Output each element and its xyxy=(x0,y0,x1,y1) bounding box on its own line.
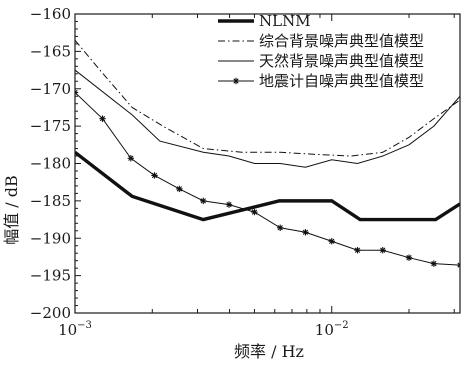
y-tick-label: −165 xyxy=(30,42,71,60)
series-3 xyxy=(75,69,460,168)
star-stroke xyxy=(406,255,412,261)
star-stroke xyxy=(277,225,283,231)
y-tick-label: −160 xyxy=(30,5,71,23)
x-tick-label: 10−3 xyxy=(58,320,92,339)
y-tick-label: −175 xyxy=(30,117,71,135)
star-stroke xyxy=(176,186,183,192)
star-stroke xyxy=(128,155,134,161)
legend-item: 综合背景噪声典型值模型 xyxy=(218,32,424,50)
series-line xyxy=(75,69,460,168)
y-tick-label: −195 xyxy=(30,267,71,285)
data-point xyxy=(456,261,460,269)
data-point xyxy=(75,89,79,96)
star-stroke xyxy=(302,229,309,235)
data-point xyxy=(430,260,438,267)
x-tick-label: 10−2 xyxy=(315,320,349,339)
y-tick-label: −180 xyxy=(30,155,71,173)
plot-lines xyxy=(75,39,460,269)
star-stroke xyxy=(329,238,335,244)
star-stroke xyxy=(431,261,437,267)
y-tick-label: −190 xyxy=(30,229,71,247)
x-axis-title: 频率 / Hz xyxy=(234,342,304,361)
series-line xyxy=(75,92,460,266)
legend-label: 地震计自噪声典型值模型 xyxy=(259,72,424,90)
data-point xyxy=(225,201,233,208)
y-tick-label: −200 xyxy=(30,304,71,322)
data-point xyxy=(277,224,284,231)
data-point xyxy=(176,185,183,193)
series-2 xyxy=(75,39,460,157)
legend-item: 地震计自噪声典型值模型 xyxy=(218,72,424,90)
star-stroke xyxy=(151,172,158,179)
y-tick-label: −185 xyxy=(30,192,71,210)
y-axis-title: 幅值 / dB xyxy=(2,175,21,245)
star-stroke xyxy=(457,264,460,268)
x-tick-base: 10 xyxy=(315,321,334,339)
star-stroke xyxy=(75,91,78,96)
legend-label: NLNM xyxy=(259,12,311,30)
data-point xyxy=(405,254,413,261)
star-stroke xyxy=(354,247,361,253)
legend-item: 天然背景噪声典型值模型 xyxy=(218,52,424,70)
star-stroke xyxy=(380,247,386,253)
data-point xyxy=(302,229,309,236)
data-point xyxy=(354,247,361,254)
tick-labels: −160−165−170−175−180−185−190−195−20010−3… xyxy=(30,5,349,339)
star-stroke xyxy=(226,201,232,208)
data-point xyxy=(328,238,335,245)
data-point xyxy=(200,197,207,205)
series-4 xyxy=(75,89,460,269)
series-line xyxy=(75,150,460,222)
data-point xyxy=(127,155,135,162)
data-point xyxy=(151,172,158,179)
y-tick-label: −170 xyxy=(30,80,71,98)
star-stroke xyxy=(200,198,206,204)
star-stroke xyxy=(99,115,106,122)
x-tick-base: 10 xyxy=(58,321,77,339)
data-point xyxy=(379,247,386,254)
data-point xyxy=(251,208,258,216)
star-stroke xyxy=(251,209,258,215)
legend-label: 天然背景噪声典型值模型 xyxy=(259,52,424,70)
star-stroke xyxy=(457,262,460,266)
x-tick-exponent: −2 xyxy=(334,320,349,331)
star-stroke xyxy=(233,78,239,84)
series-line xyxy=(75,39,460,157)
data-point xyxy=(99,115,106,122)
legend-marker xyxy=(232,77,240,85)
ticks xyxy=(74,13,455,314)
x-tick-exponent: −3 xyxy=(77,320,92,331)
legend-item: NLNM xyxy=(218,12,311,30)
star-stroke xyxy=(75,89,78,94)
series-1 xyxy=(75,150,460,222)
legend-label: 综合背景噪声典型值模型 xyxy=(259,32,424,50)
